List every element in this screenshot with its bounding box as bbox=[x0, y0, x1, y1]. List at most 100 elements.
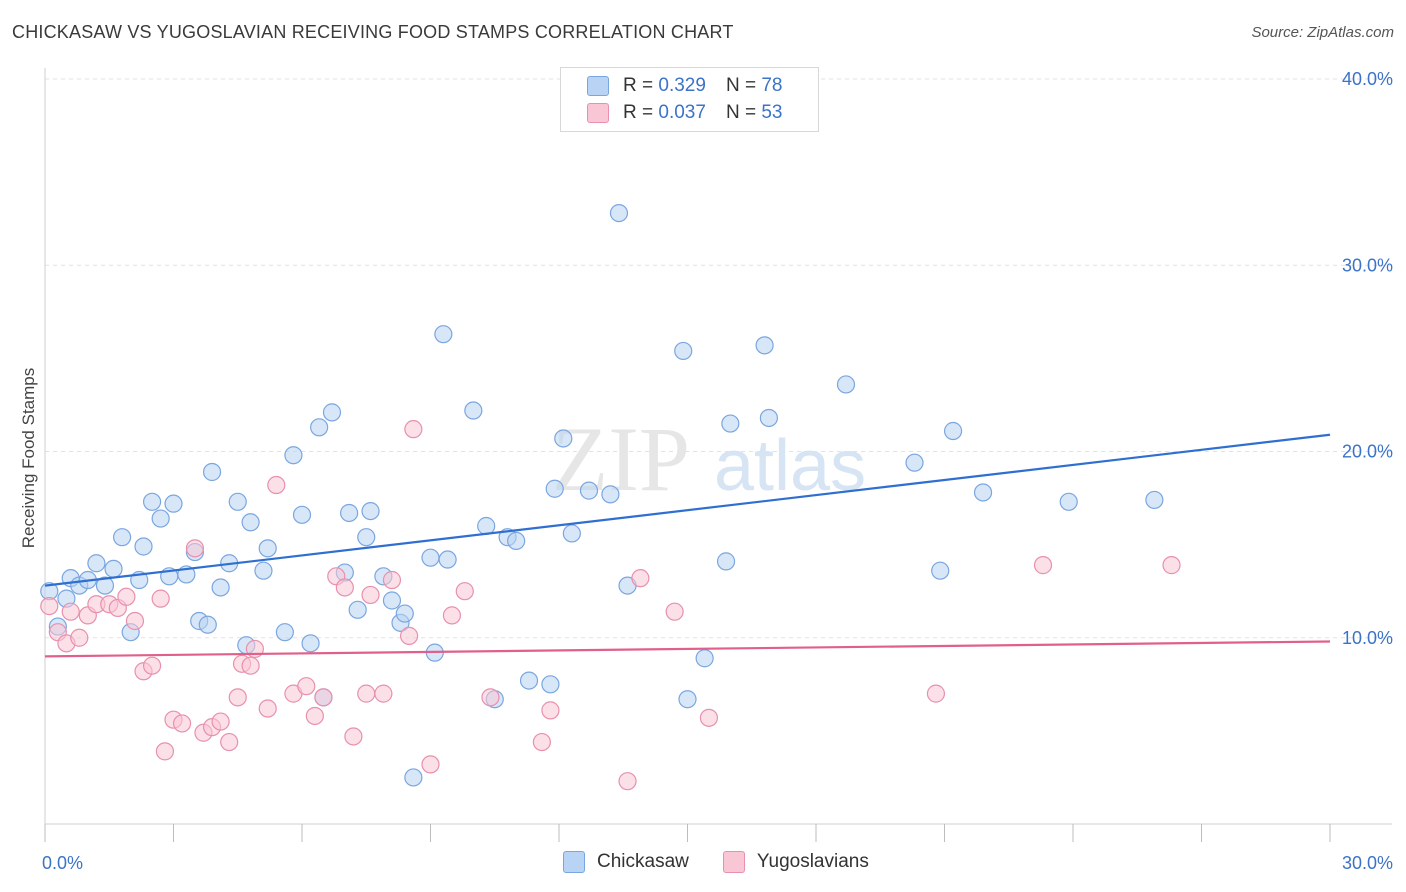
chickasaw-point bbox=[241, 513, 260, 532]
yugoslavians-point bbox=[631, 569, 650, 588]
chickasaw-point bbox=[322, 403, 342, 422]
yugoslavians-point bbox=[220, 732, 239, 752]
chickasaw-point bbox=[545, 479, 564, 498]
chickasaw-point bbox=[905, 453, 924, 472]
correlation-legend: R = 0.329 N = 78 R = 0.037 N = 53 bbox=[560, 67, 819, 132]
yugoslavians-point bbox=[267, 475, 286, 495]
chickasaw-point bbox=[254, 561, 273, 580]
yugoslavians-point bbox=[172, 714, 192, 733]
watermark-atlas: atlas bbox=[714, 426, 866, 506]
chickasaw-point bbox=[695, 649, 714, 668]
y-axis-label: Receiving Food Stamps bbox=[19, 368, 38, 548]
yugoslavians-point bbox=[70, 628, 89, 647]
legend-row-chickasaw: R = 0.329 N = 78 bbox=[587, 73, 782, 99]
yugoslavians-point bbox=[382, 570, 402, 590]
chickasaw-point bbox=[421, 548, 440, 567]
chickasaw-point bbox=[198, 615, 217, 634]
yugoslavians-point bbox=[125, 611, 145, 631]
series-legend-item-chickasaw[interactable]: Chickasaw bbox=[563, 851, 689, 873]
chickasaw-point bbox=[716, 552, 736, 571]
chickasaw-point bbox=[134, 537, 153, 556]
chickasaw-point bbox=[477, 516, 496, 536]
chickasaw-point bbox=[678, 690, 697, 709]
chickasaw-point bbox=[609, 204, 629, 223]
chickasaw-point bbox=[142, 492, 162, 511]
chickasaw-point bbox=[151, 509, 170, 528]
chickasaw-point bbox=[973, 483, 993, 502]
chickasaw-point bbox=[228, 492, 247, 511]
chickasaw-point bbox=[348, 600, 367, 619]
yugoslavians-point bbox=[151, 589, 170, 608]
chickasaw-point bbox=[361, 502, 380, 521]
chickasaw-point bbox=[275, 623, 294, 642]
legend-r-value: 0.037 bbox=[658, 102, 706, 123]
chickasaw-point bbox=[382, 591, 402, 610]
legend-n-value: 78 bbox=[761, 75, 783, 96]
yugoslavians-point bbox=[455, 582, 474, 601]
series-legend-label: Yugoslavians bbox=[756, 851, 869, 872]
yugoslavians-point bbox=[211, 712, 230, 731]
chickasaw-point bbox=[258, 539, 277, 558]
chickasaw-point bbox=[164, 494, 183, 513]
x-tick-label: 30.0% bbox=[1342, 853, 1393, 873]
y-tick-label: 30.0% bbox=[1342, 255, 1393, 275]
legend-n-label: N = bbox=[725, 75, 757, 96]
data-points bbox=[40, 204, 1181, 791]
series-legend-label: Chickasaw bbox=[597, 851, 689, 872]
chickasaw-point bbox=[554, 429, 573, 448]
chart-title: CHICKASAW VS YUGOSLAVIAN RECEIVING FOOD … bbox=[12, 22, 734, 42]
yugoslavians-point bbox=[442, 606, 462, 625]
chickasaw-point bbox=[759, 408, 778, 428]
yugoslavians-point bbox=[1033, 556, 1053, 575]
chickasaw-point bbox=[579, 481, 599, 500]
series-swatch-chickasaw bbox=[563, 851, 585, 873]
yugoslavians-point bbox=[618, 772, 637, 791]
yugoslavians-point bbox=[297, 677, 316, 696]
series-swatch-yugoslavians bbox=[722, 851, 745, 873]
chickasaw-point bbox=[292, 505, 312, 524]
chickasaw-point bbox=[721, 414, 740, 433]
legend-swatch-chickasaw bbox=[587, 76, 609, 96]
yugoslavians-point bbox=[117, 587, 136, 606]
yugoslavians-point bbox=[481, 688, 500, 707]
yugoslavians-point bbox=[532, 732, 551, 752]
x-tick-label: 0.0% bbox=[42, 853, 83, 873]
legend-r-label: R = bbox=[623, 102, 654, 123]
legend-r-value: 0.329 bbox=[658, 75, 706, 96]
yugoslavians-point bbox=[357, 684, 376, 703]
yugoslavians-trend-line bbox=[44, 640, 1331, 658]
yugoslavians-point bbox=[305, 706, 324, 726]
chickasaw-point bbox=[310, 418, 329, 437]
chickasaw-point bbox=[95, 576, 115, 595]
axes bbox=[44, 68, 1392, 842]
yugoslavians-point bbox=[926, 684, 946, 703]
yugoslavians-point bbox=[665, 602, 684, 621]
yugoslavians-point bbox=[699, 708, 719, 727]
yugoslavians-point bbox=[344, 727, 363, 746]
chickasaw-point bbox=[202, 462, 222, 482]
chickasaw-point bbox=[395, 604, 414, 623]
series-legend-item-yugoslavians[interactable]: Yugoslavians bbox=[722, 851, 869, 873]
chickasaw-point bbox=[836, 375, 856, 394]
grid-lines bbox=[45, 78, 1392, 639]
chickasaw-point bbox=[284, 446, 303, 465]
yugoslavians-point bbox=[155, 742, 175, 761]
yugoslavians-point bbox=[1162, 556, 1181, 575]
legend-row-yugoslavians: R = 0.037 N = 53 bbox=[587, 100, 782, 126]
chickasaw-point bbox=[104, 559, 123, 578]
y-tick-label: 20.0% bbox=[1342, 442, 1393, 462]
watermark-zip: ZIP bbox=[552, 408, 690, 510]
legend-r-label: R = bbox=[623, 75, 654, 96]
yugoslavians-point bbox=[241, 656, 260, 675]
y-tick-label: 40.0% bbox=[1342, 69, 1393, 89]
yugoslavians-point bbox=[361, 585, 380, 605]
chickasaw-point bbox=[541, 675, 560, 694]
yugoslavians-point bbox=[228, 688, 247, 707]
yugoslavians-point bbox=[40, 596, 59, 616]
yugoslavians-point bbox=[61, 602, 80, 621]
chickasaw-point bbox=[112, 528, 132, 547]
yugoslavians-point bbox=[142, 656, 162, 675]
source-credit: Source: ZipAtlas.com bbox=[1251, 24, 1394, 41]
yugoslavians-point bbox=[258, 699, 277, 718]
